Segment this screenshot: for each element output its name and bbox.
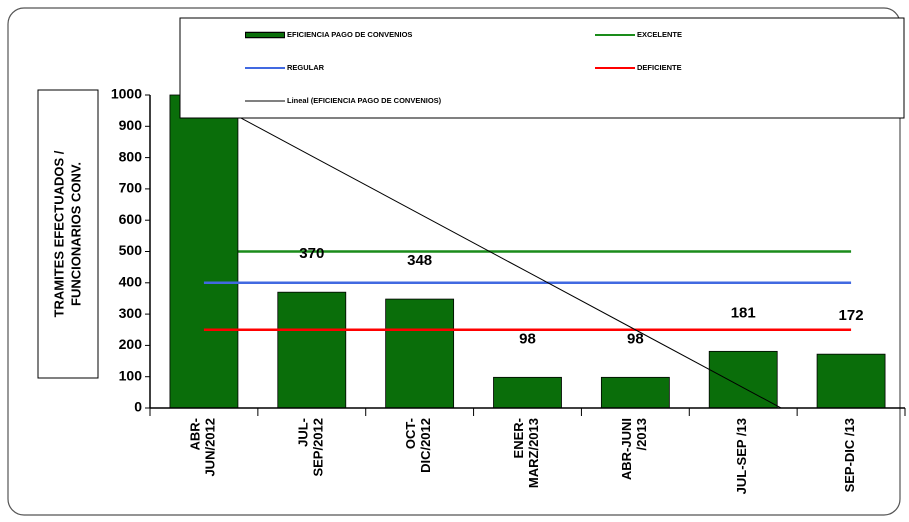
- legend-label: EFICIENCIA PAGO DE CONVENIOS: [287, 30, 412, 39]
- legend-label: EXCELENTE: [637, 30, 682, 39]
- y-tick-label: 0: [134, 399, 142, 415]
- y-tick-label: 300: [119, 305, 143, 321]
- bar: [493, 376, 562, 409]
- bar: [169, 94, 239, 409]
- x-tick-label: ENER-MARZ/2013: [511, 418, 541, 488]
- y-tick-label: 1000: [111, 86, 142, 102]
- legend-label: DEFICIENTE: [637, 63, 682, 72]
- y-tick-label: 900: [119, 117, 143, 133]
- y-tick-label: 500: [119, 242, 143, 258]
- bar: [600, 376, 670, 409]
- data-label: 172: [839, 307, 864, 324]
- y-tick-label: 200: [119, 336, 143, 352]
- y-tick-label: 100: [119, 367, 143, 383]
- data-label: 348: [407, 252, 432, 269]
- y-tick-label: 700: [119, 180, 143, 196]
- bar: [385, 298, 455, 409]
- x-tick-label: ABR-JUN/2012: [188, 418, 218, 477]
- x-tick-label: ABR-JUNI/2013: [619, 418, 649, 480]
- legend: [179, 17, 905, 119]
- y-label-box: [37, 89, 99, 379]
- trend-line: [203, 97, 783, 408]
- x-tick-label: SEP-DIC /13: [843, 418, 858, 492]
- data-label: 98: [627, 330, 644, 347]
- y-tick-label: 400: [119, 274, 143, 290]
- y-axis-label: TRAMITES EFECTUADOS /: [51, 150, 66, 317]
- y-axis-label: FUNCIONARIOS CONV.: [68, 162, 83, 306]
- legend-label: REGULAR: [287, 63, 325, 72]
- x-tick-label: JUL-SEP/2012: [296, 418, 326, 477]
- data-label: 370: [299, 245, 324, 262]
- data-label: 181: [731, 304, 756, 321]
- y-tick-label: 600: [119, 211, 143, 227]
- legend-label: Lineal (EFICIENCIA PAGO DE CONVENIOS): [287, 96, 442, 105]
- bar: [816, 353, 886, 409]
- x-tick-label: JUL-SEP /13: [735, 418, 750, 494]
- y-tick-label: 800: [119, 148, 143, 164]
- bar: [277, 291, 347, 409]
- bar: [708, 350, 778, 409]
- x-tick-label: OCT-DIC/2012: [404, 418, 434, 473]
- data-label: 98: [519, 330, 536, 347]
